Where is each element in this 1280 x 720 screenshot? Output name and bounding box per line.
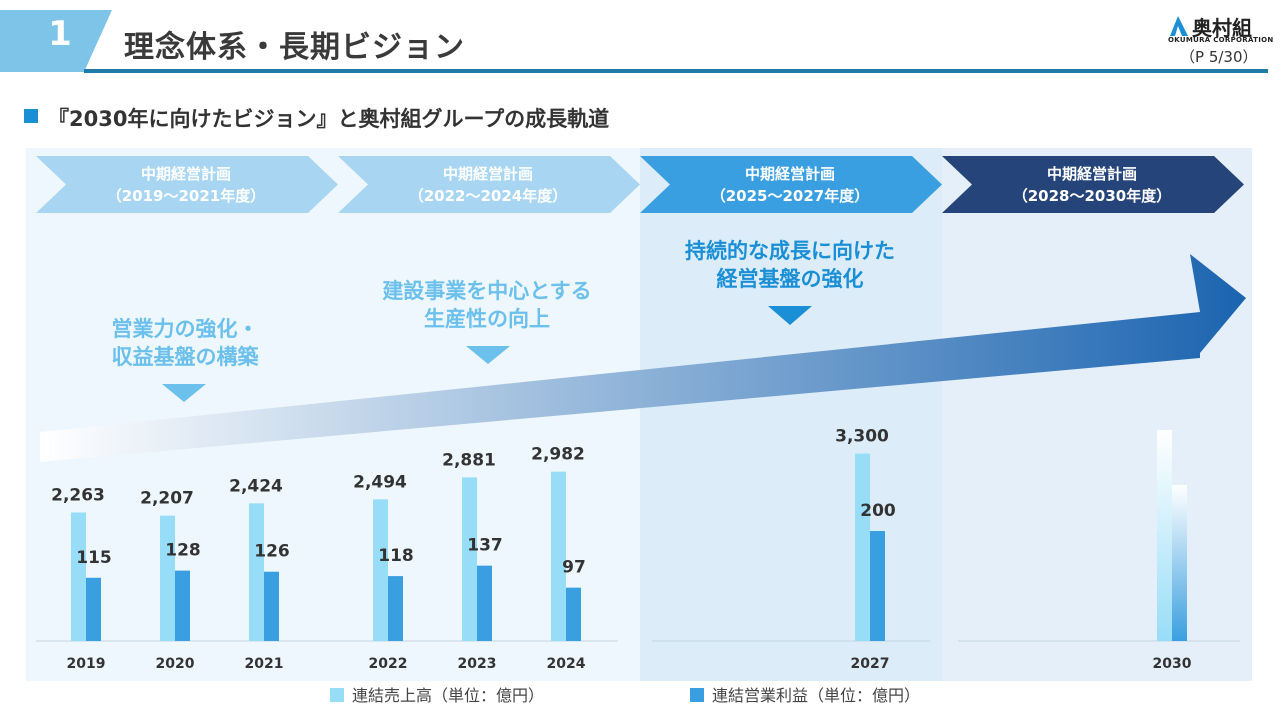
goal-text: 収益基盤の構築 [112, 345, 260, 369]
company-logo-icon [1170, 16, 1188, 36]
phase-title: 中期経営計画 [1047, 165, 1137, 183]
bar-profit [264, 571, 279, 641]
bar-sales [855, 453, 870, 641]
legend-label: 連結売上高（単位：億円） [352, 686, 544, 705]
phase-period: （2019～2021年度） [107, 187, 266, 205]
goal-pointer-icon [466, 346, 510, 364]
phase-period: （2028～2030年度） [1013, 187, 1172, 205]
page-number: （P 5/30） [1180, 48, 1258, 66]
label-sales: 2,424 [229, 476, 283, 496]
phase-chevron [640, 156, 942, 213]
bar-sales [551, 471, 566, 641]
label-profit: 118 [378, 546, 414, 566]
goal-text: 建設事業を中心とする [382, 279, 591, 303]
label-profit: 200 [860, 501, 896, 521]
year-label: 2021 [245, 656, 284, 672]
header-divider [84, 69, 1268, 73]
goal-pointer-icon [768, 306, 812, 325]
label-sales: 3,300 [835, 427, 889, 447]
bar-sales [71, 512, 86, 641]
bar-sales [373, 499, 388, 641]
bar-profit [870, 531, 885, 641]
phase-period: （2025～2027年度） [711, 187, 870, 205]
label-sales: 2,982 [531, 445, 585, 465]
label-profit: 137 [467, 536, 503, 556]
phase-chevron [942, 156, 1244, 213]
phase-title: 中期経営計画 [141, 165, 231, 183]
company-logo-text: 奥村組 [1192, 16, 1252, 40]
section-badge [0, 10, 112, 72]
bar-sales [462, 477, 477, 641]
label-sales: 2,207 [140, 489, 194, 509]
year-label: 2027 [851, 656, 890, 672]
label-profit: 128 [165, 541, 201, 561]
bar-profit-target [1172, 485, 1187, 641]
label-profit: 126 [254, 542, 290, 562]
bar-profit [477, 565, 492, 641]
label-profit: 115 [76, 548, 112, 568]
year-label: 2019 [67, 656, 106, 672]
legend-swatch [690, 688, 704, 702]
goal-pointer-icon [162, 384, 206, 402]
phase-chevron [338, 156, 640, 213]
goal-text: 営業力の強化・ [112, 317, 259, 341]
bar-sales [249, 503, 264, 641]
bar-profit [388, 576, 403, 641]
phase-title: 中期経営計画 [745, 165, 835, 183]
label-sales: 2,263 [51, 485, 105, 505]
goal-text: 経営基盤の強化 [717, 267, 864, 291]
goal-text: 持続的な成長に向けた [685, 239, 895, 263]
phase-chevron [36, 156, 338, 213]
panel-phase-4 [942, 148, 1252, 681]
year-label: 2024 [547, 656, 586, 672]
bar-sales-target [1157, 430, 1172, 641]
bar-profit [566, 587, 581, 641]
bar-sales [160, 515, 175, 641]
panel-phase-3 [640, 148, 942, 681]
label-profit: 97 [562, 558, 586, 578]
subtitle-bullet [24, 109, 38, 123]
year-label: 2030 [1153, 656, 1192, 672]
label-sales: 2,494 [353, 472, 407, 492]
phase-period: （2022～2024年度） [409, 187, 568, 205]
year-label: 2020 [156, 656, 195, 672]
legend-swatch [330, 688, 344, 702]
page-title: 理念体系・長期ビジョン [124, 30, 465, 65]
year-label: 2022 [369, 656, 408, 672]
section-number: 1 [48, 14, 72, 54]
year-label: 2023 [458, 656, 497, 672]
bar-profit [175, 570, 190, 641]
growth-arrow [40, 254, 1246, 462]
company-logo-subtext: OKUMURA CORPORATION [1168, 36, 1274, 44]
legend-label: 連結営業利益（単位：億円） [712, 686, 920, 705]
goal-text: 生産性の向上 [424, 307, 550, 331]
phase-title: 中期経営計画 [443, 165, 533, 183]
label-sales: 2,881 [442, 450, 496, 470]
slide-subtitle: 『2030年に向けたビジョン』と奥村組グループの成長軌道 [48, 107, 610, 131]
bar-profit [86, 577, 101, 641]
